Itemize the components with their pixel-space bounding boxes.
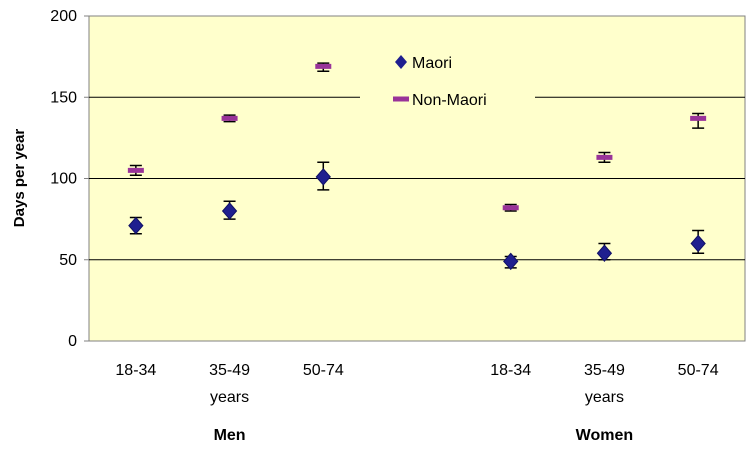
x-tick-label: 18-34 [115, 362, 156, 379]
y-tick-label: 200 [50, 8, 77, 25]
legend-label: Non-Maori [412, 92, 487, 109]
group-label: Men [214, 427, 246, 444]
x-tick-label: 50-74 [678, 362, 719, 379]
x-tick-label: 35-49 [584, 362, 625, 379]
maori-point [221, 202, 238, 220]
non-maori-point [596, 154, 613, 160]
y-tick-label: 100 [50, 171, 77, 188]
maori-point [690, 234, 706, 253]
non-maori-point [502, 205, 519, 211]
y-tick-label: 0 [68, 333, 77, 350]
maori-point [503, 252, 519, 271]
non-maori-point [127, 167, 144, 173]
legend-maori-icon [395, 55, 407, 69]
maori-point [596, 244, 613, 263]
group-labels: Men Women [214, 427, 634, 444]
y-axis-label: Days per year [11, 129, 28, 228]
x-tick-sublabel: years [585, 389, 624, 406]
non-maori-point [690, 115, 707, 121]
x-tick-sublabel: years [210, 389, 249, 406]
x-tick-label: 18-34 [490, 362, 531, 379]
group-label: Women [576, 427, 633, 444]
y-axis-ticks: 0 50 100 150 200 [50, 8, 89, 350]
non-maori-point [221, 115, 238, 121]
legend: Maori Non-Maori [360, 44, 535, 119]
maori-point [128, 216, 144, 235]
y-tick-label: 150 [50, 89, 77, 106]
maori-point [315, 168, 331, 186]
legend-box [360, 44, 535, 119]
non-maori-point [315, 63, 332, 69]
legend-label: Maori [412, 55, 452, 72]
legend-non-maori-icon [393, 96, 409, 102]
x-tick-label: 50-74 [303, 362, 344, 379]
x-tick-label: 35-49 [209, 362, 250, 379]
markers [127, 63, 707, 271]
x-axis-ticks: 18-34 35-49 years 50-74 18-34 35-49 years 50-74 [115, 362, 718, 406]
y-tick-label: 50 [59, 252, 77, 269]
